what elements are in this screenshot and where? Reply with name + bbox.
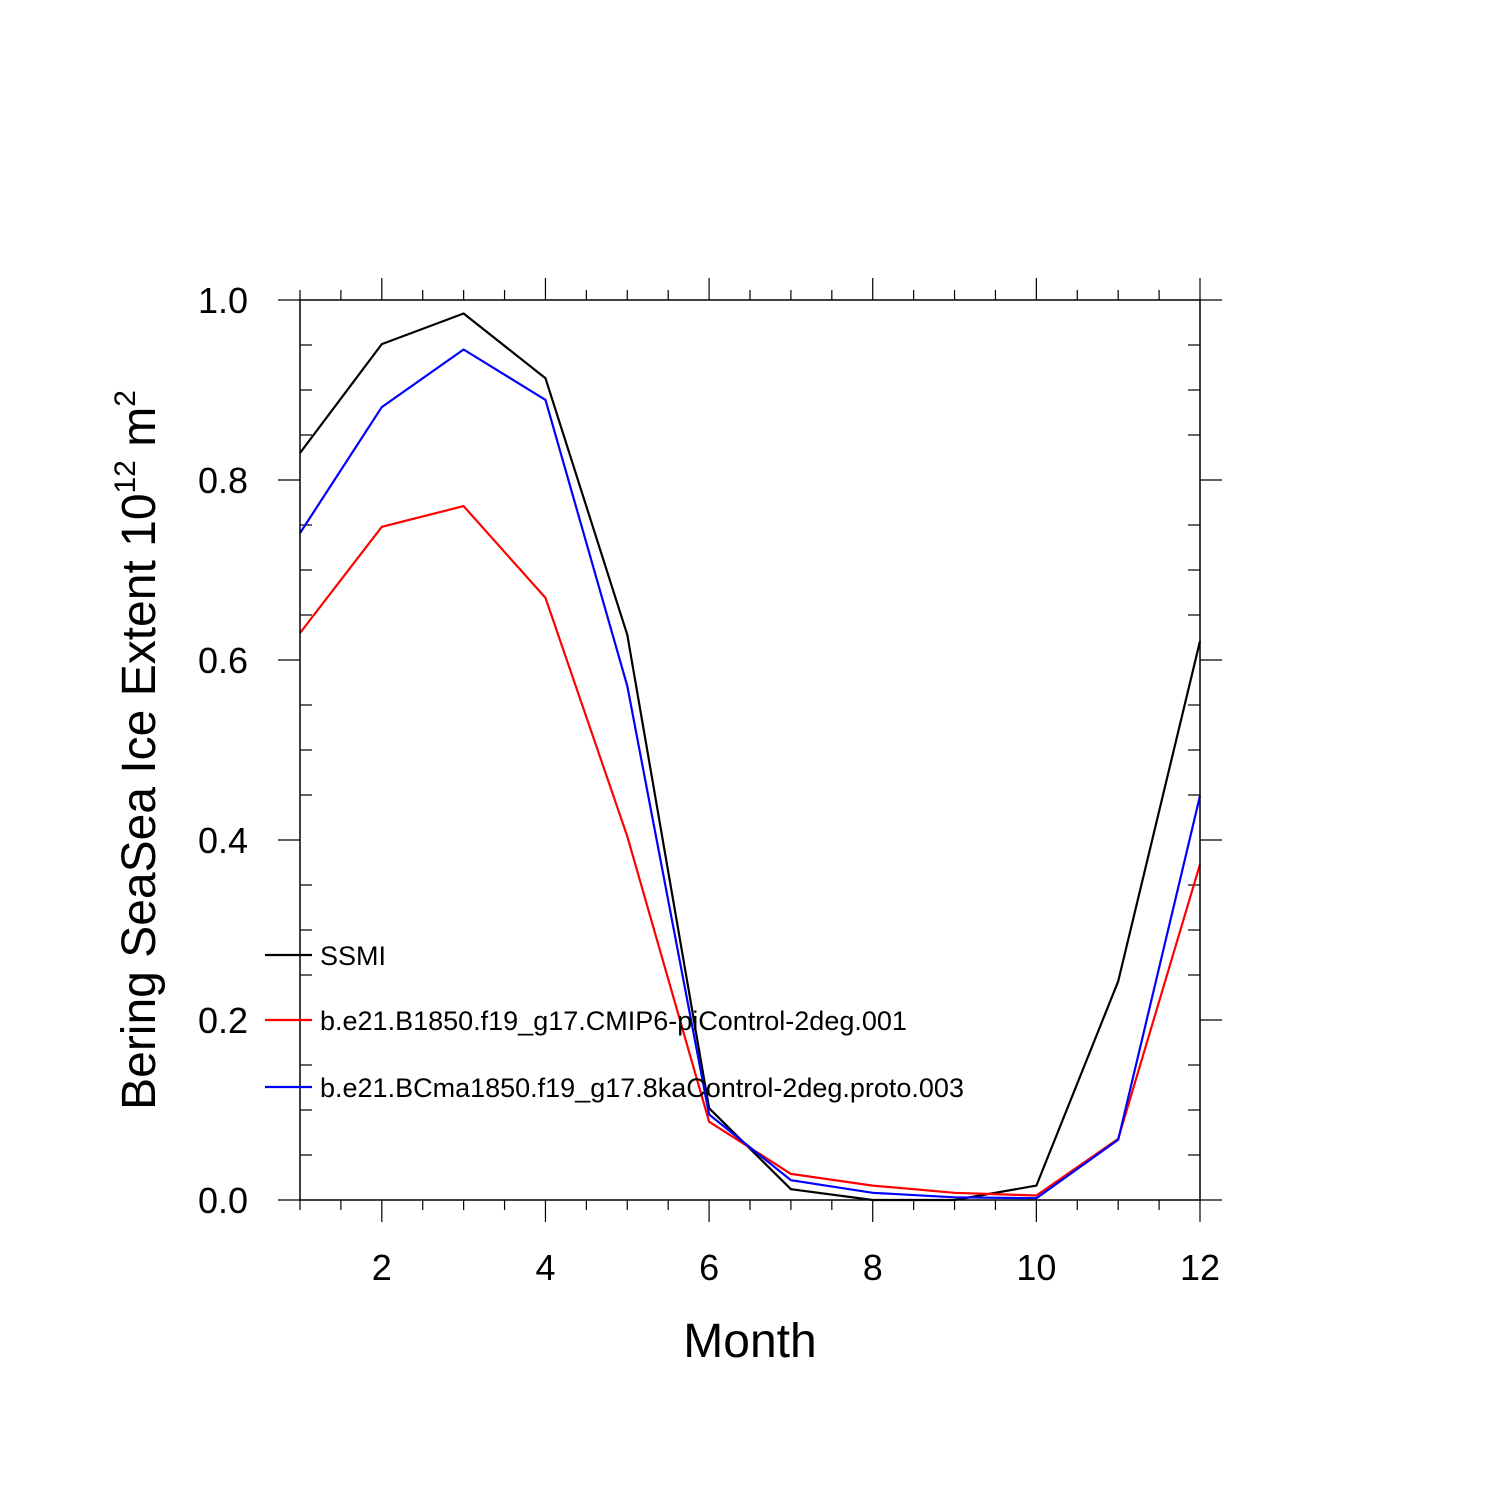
y-tick-label: 0.8: [198, 460, 248, 501]
plot-lines: [299, 312, 1202, 1202]
legend-label: b.e21.B1850.f19_g17.CMIP6-piControl-2deg…: [320, 1006, 907, 1036]
y-tick-label: 0.2: [198, 1000, 248, 1041]
y-tick-label: 0.4: [198, 820, 248, 861]
x-tick-label: 10: [1016, 1247, 1056, 1288]
y-tick-label: 0.0: [198, 1180, 248, 1221]
legend-label: b.e21.BCma1850.f19_g17.8kaControl-2deg.p…: [320, 1073, 964, 1103]
legend-label: SSMI: [320, 941, 386, 971]
y-axis-title-text: Bering SeaSea Ice Extent 10: [113, 493, 166, 1109]
x-axis-title: Month: [683, 1315, 816, 1368]
x-tick-label: 2: [372, 1247, 392, 1288]
x-tick-label: 12: [1180, 1247, 1220, 1288]
tick-labels: 2 4 6 8 10 12 0.0 0.2 0.4 0.6 0.8 1.0: [198, 280, 1220, 1288]
y-tick-label: 0.6: [198, 640, 248, 681]
y-axis-title-unit: m: [113, 407, 166, 460]
y-axis-title-exponent: 12: [109, 460, 142, 493]
x-tick-label: 4: [535, 1247, 555, 1288]
legend: SSMI b.e21.B1850.f19_g17.CMIP6-piControl-…: [265, 941, 964, 1103]
x-tick-label: 6: [699, 1247, 719, 1288]
series-line-3: [299, 348, 1202, 1200]
y-axis-title: Bering SeaSea Ice Extent 1012 m2: [109, 390, 166, 1110]
y-tick-label: 1.0: [198, 280, 248, 321]
axis-ticks: [278, 278, 1222, 1222]
y-axis-title-unit-exponent: 2: [109, 390, 142, 407]
x-tick-label: 8: [863, 1247, 883, 1288]
plot-frame: [299, 299, 1201, 1201]
